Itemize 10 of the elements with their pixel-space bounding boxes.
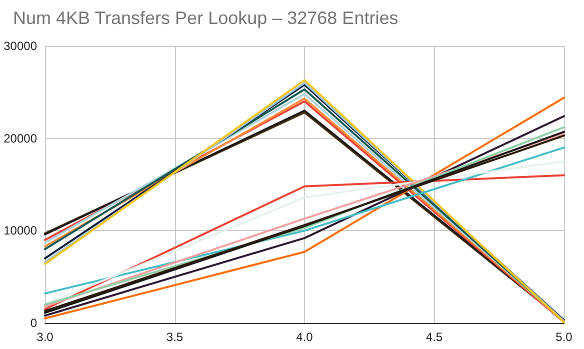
y-tick-label: 30000 — [4, 39, 38, 53]
x-tick-label: 3.0 — [36, 330, 54, 344]
x-tick-label: 5.0 — [556, 330, 573, 344]
x-tick-label: 4.0 — [296, 330, 314, 344]
y-tick-label: 10000 — [4, 224, 38, 238]
x-tick-label: 3.5 — [166, 330, 184, 344]
x-tick-label: 4.5 — [426, 330, 443, 344]
chart-title: Num 4KB Transfers Per Lookup – 32768 Entries — [13, 8, 398, 28]
y-tick-label: 0 — [30, 316, 38, 330]
y-tick-label: 20000 — [4, 131, 38, 146]
